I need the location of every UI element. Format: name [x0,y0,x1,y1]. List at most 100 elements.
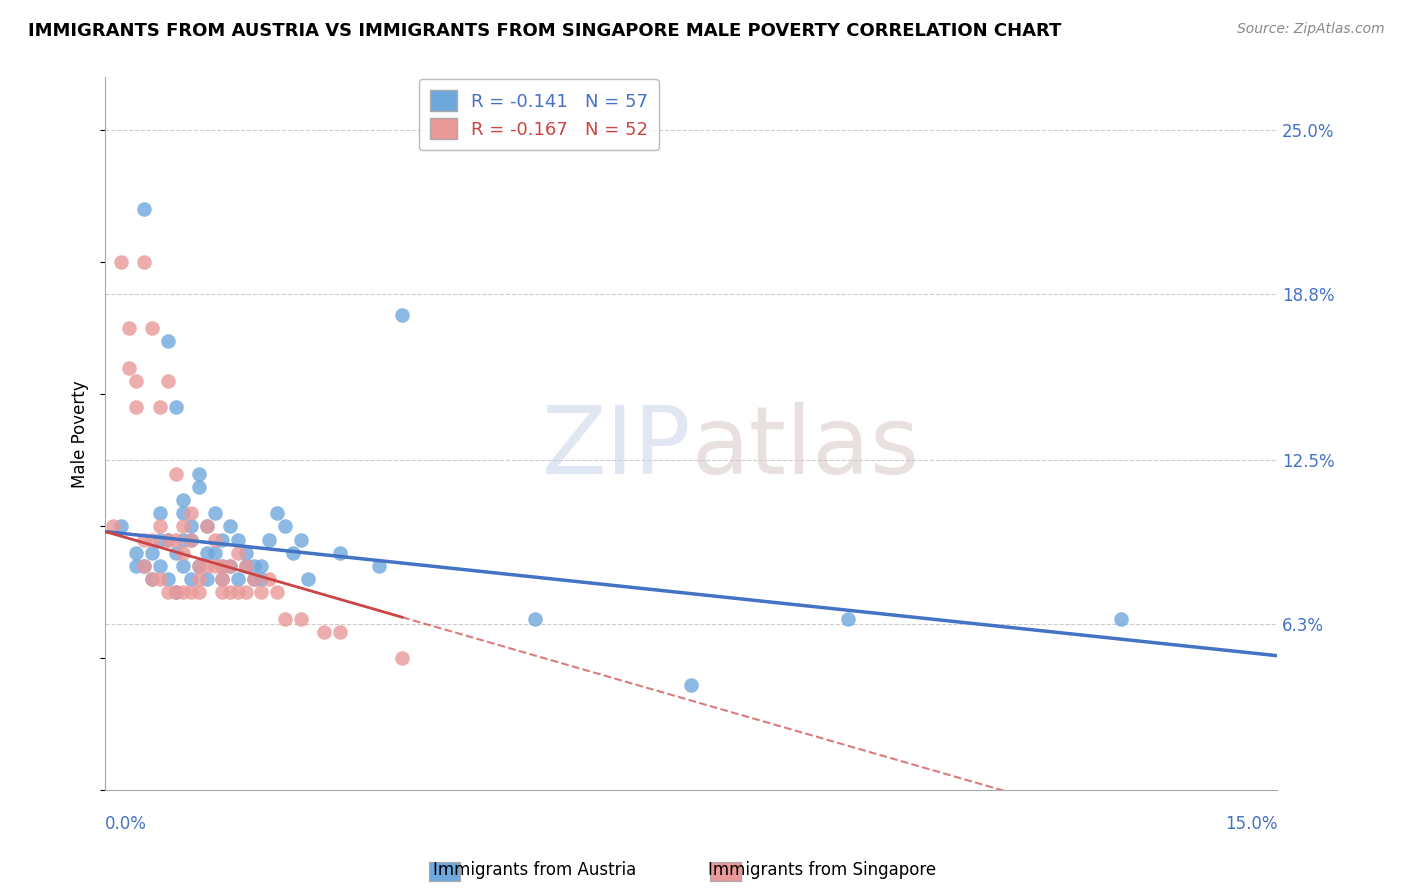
Point [211,558,233,573]
Point [118,360,141,375]
Point [250,558,273,573]
Point [156,374,179,388]
Point [290,533,312,547]
Point [180,572,202,586]
Point [149,506,172,520]
Point [681,678,703,692]
Point [226,585,249,599]
Point [259,533,281,547]
Point [204,558,226,573]
Point [266,506,288,520]
Point [266,585,288,599]
Point [235,585,257,599]
Point [204,546,226,560]
Point [165,467,187,481]
Point [235,558,257,573]
Text: ZIP: ZIP [541,402,692,494]
Point [141,321,163,335]
Text: Immigrants from Singapore: Immigrants from Singapore [709,861,936,879]
Point [235,546,257,560]
Text: atlas: atlas [692,402,920,494]
Point [242,572,264,586]
Point [219,558,242,573]
Point [180,506,202,520]
Point [180,533,202,547]
Point [141,546,163,560]
Point [172,585,194,599]
Point [312,624,335,639]
Point [172,558,194,573]
Point [156,533,179,547]
Point [110,255,132,269]
Point [188,467,211,481]
Point [391,651,413,665]
Point [165,401,187,415]
Point [391,308,413,322]
Point [172,506,194,520]
Point [219,519,242,533]
Point [195,519,218,533]
Point [134,255,156,269]
Text: Immigrants from Austria: Immigrants from Austria [433,861,636,879]
Point [134,533,156,547]
Point [188,480,211,494]
Point [125,546,148,560]
Point [101,519,124,533]
Point [165,546,187,560]
Point [297,572,319,586]
Point [211,558,233,573]
Point [165,585,187,599]
Point [118,321,141,335]
Point [250,585,273,599]
Point [172,533,194,547]
Point [172,546,194,560]
Point [156,585,179,599]
Point [226,546,249,560]
Point [211,572,233,586]
Point [195,558,218,573]
Point [149,533,172,547]
Point [274,612,297,626]
Point [367,558,389,573]
Point [165,585,187,599]
Point [290,612,312,626]
Point [204,533,226,547]
Point [149,519,172,533]
Point [172,492,194,507]
Point [226,533,249,547]
Point [141,572,163,586]
Point [235,558,257,573]
Point [523,612,546,626]
Point [149,558,172,573]
Point [274,519,297,533]
Text: 15.0%: 15.0% [1225,815,1277,833]
Point [195,546,218,560]
Legend: R = -0.141   N = 57, R = -0.167   N = 52: R = -0.141 N = 57, R = -0.167 N = 52 [419,79,659,150]
Point [837,612,859,626]
Point [134,558,156,573]
Point [195,519,218,533]
Point [134,558,156,573]
Point [156,334,179,349]
Point [149,401,172,415]
Text: Source: ZipAtlas.com: Source: ZipAtlas.com [1237,22,1385,37]
Point [141,533,163,547]
Point [156,572,179,586]
Point [204,506,226,520]
Point [180,585,202,599]
Y-axis label: Male Poverty: Male Poverty [72,380,89,488]
Point [125,374,148,388]
Point [188,585,211,599]
Point [242,558,264,573]
Point [134,202,156,217]
Point [188,558,211,573]
Point [188,558,211,573]
Point [195,572,218,586]
Point [211,572,233,586]
Point [110,519,132,533]
Point [141,572,163,586]
Point [180,533,202,547]
Point [226,572,249,586]
Point [156,533,179,547]
Point [125,558,148,573]
